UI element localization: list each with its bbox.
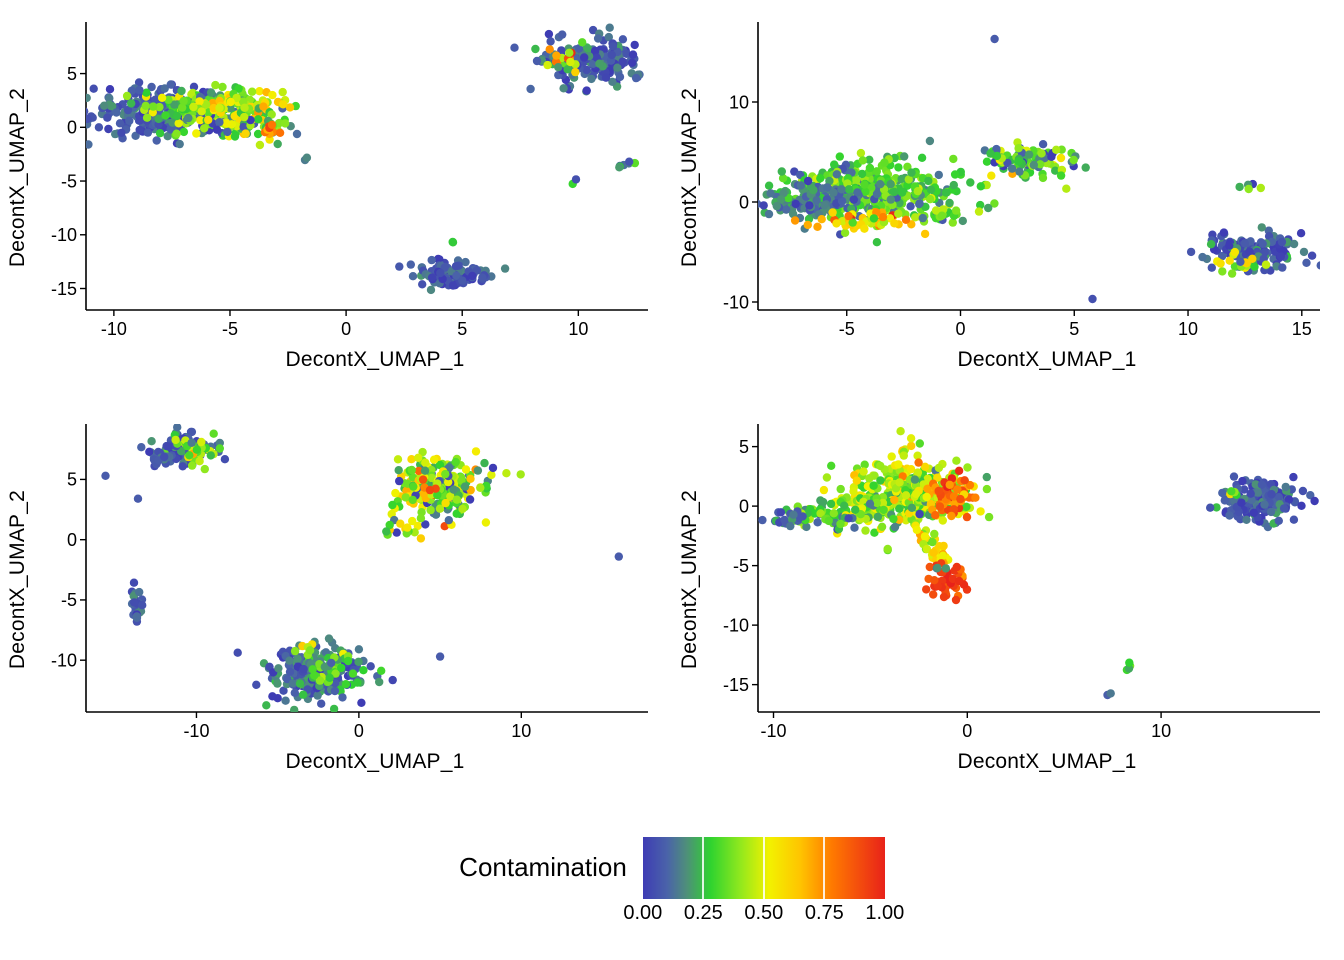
colorbar-tick-label: 0.75 bbox=[804, 901, 844, 924]
scatter-plot-bottom-right: -10 0 10 -15 -10 -5 0 5 bbox=[723, 424, 1320, 741]
svg-text:-5: -5 bbox=[61, 590, 77, 610]
legend-title: Contamination bbox=[459, 851, 627, 882]
colorbar-tick-label: 0.50 bbox=[744, 901, 784, 924]
svg-text:0: 0 bbox=[67, 118, 77, 138]
y-axis-label-area: DecontX_UMAP_2 bbox=[672, 10, 708, 346]
svg-text:10: 10 bbox=[1178, 319, 1198, 339]
y-axis-label-area: DecontX_UMAP_2 bbox=[672, 412, 708, 748]
y-axis-label: DecontX_UMAP_2 bbox=[678, 88, 701, 268]
panel-bottom-right: DecontX_UMAP_2 -10 0 10 -15 -10 -5 0 5 DecontX_… bbox=[672, 402, 1344, 804]
svg-text:5: 5 bbox=[1069, 319, 1079, 339]
svg-text:5: 5 bbox=[67, 64, 77, 84]
svg-text:5: 5 bbox=[739, 437, 749, 457]
svg-text:0: 0 bbox=[67, 530, 77, 550]
svg-text:0: 0 bbox=[955, 319, 965, 339]
svg-text:0: 0 bbox=[739, 496, 749, 516]
y-axis-label: DecontX_UMAP_2 bbox=[678, 490, 701, 670]
svg-text:-5: -5 bbox=[839, 319, 855, 339]
panel-top-left: DecontX_UMAP_2 -10 -5 0 5 10 -15 -10 -5 0 5 Decon… bbox=[0, 0, 672, 402]
svg-text:5: 5 bbox=[67, 470, 77, 490]
y-axis-label-area: DecontX_UMAP_2 bbox=[0, 412, 36, 748]
plot-column: -10 0 10 -10 -5 0 5 DecontX_UMAP_1 bbox=[36, 412, 664, 774]
svg-text:-10: -10 bbox=[723, 292, 749, 312]
plot-column: -10 0 10 -15 -10 -5 0 5 DecontX_UMAP_1 bbox=[708, 412, 1336, 774]
colorbar-column: 0.00 0.25 0.50 0.75 1.00 bbox=[623, 836, 904, 928]
colorbar-tick-mark bbox=[823, 836, 826, 899]
y-axis-label: DecontX_UMAP_2 bbox=[6, 88, 29, 268]
y-axis-label-area: DecontX_UMAP_2 bbox=[0, 10, 36, 346]
plot-column: -5 0 5 10 15 -10 0 10 DecontX_UMAP_1 bbox=[708, 10, 1336, 372]
colorbar-tick-label: 0.00 bbox=[623, 901, 663, 924]
colorbar-tick-label: 1.00 bbox=[865, 901, 905, 924]
svg-text:5: 5 bbox=[457, 319, 467, 339]
colorbar-tick-mark bbox=[702, 836, 705, 899]
colorbar-legend: Contamination 0.00 0.25 0.50 0.75 1.00 bbox=[0, 804, 1344, 960]
scatter-plot-bottom-left: -10 0 10 -10 -5 0 5 bbox=[51, 424, 648, 741]
svg-text:-10: -10 bbox=[760, 721, 786, 741]
svg-text:0: 0 bbox=[739, 192, 749, 212]
x-axis-label: DecontX_UMAP_1 bbox=[285, 750, 465, 773]
svg-text:10: 10 bbox=[1151, 721, 1171, 741]
x-axis-label: DecontX_UMAP_1 bbox=[285, 348, 465, 371]
svg-text:-10: -10 bbox=[101, 319, 127, 339]
svg-text:-5: -5 bbox=[222, 319, 238, 339]
x-axis-label: DecontX_UMAP_1 bbox=[957, 348, 1137, 371]
svg-text:10: 10 bbox=[568, 319, 588, 339]
plot-column: -10 -5 0 5 10 -15 -10 -5 0 5 DecontX_UMAP_1 bbox=[36, 10, 664, 372]
scatter-plot-top-left: -10 -5 0 5 10 -15 -10 -5 0 5 bbox=[51, 22, 648, 339]
colorbar-gradient bbox=[642, 836, 885, 899]
svg-text:10: 10 bbox=[511, 721, 531, 741]
svg-text:-10: -10 bbox=[183, 721, 209, 741]
x-axis-label: DecontX_UMAP_1 bbox=[957, 750, 1137, 773]
colorbar-tick-labels: 0.00 0.25 0.50 0.75 1.00 bbox=[623, 901, 904, 928]
panel-grid: DecontX_UMAP_2 -10 -5 0 5 10 -15 -10 -5 0 5 Decon… bbox=[0, 0, 1344, 804]
svg-text:-5: -5 bbox=[733, 556, 749, 576]
svg-text:0: 0 bbox=[962, 721, 972, 741]
svg-text:0: 0 bbox=[354, 721, 364, 741]
panel-top-right: DecontX_UMAP_2 -5 0 5 10 15 -10 0 10 DecontX_UM… bbox=[672, 0, 1344, 402]
y-axis-label: DecontX_UMAP_2 bbox=[6, 490, 29, 670]
colorbar-tick-mark bbox=[762, 836, 765, 899]
svg-text:-15: -15 bbox=[51, 279, 77, 299]
panel-bottom-left: DecontX_UMAP_2 -10 0 10 -10 -5 0 5 DecontX_UMA… bbox=[0, 402, 672, 804]
svg-text:-10: -10 bbox=[51, 225, 77, 245]
svg-text:-15: -15 bbox=[723, 675, 749, 695]
scatter-plot-top-right: -5 0 5 10 15 -10 0 10 bbox=[723, 22, 1320, 339]
svg-text:0: 0 bbox=[341, 319, 351, 339]
svg-text:10: 10 bbox=[729, 92, 749, 112]
svg-text:-5: -5 bbox=[61, 171, 77, 191]
colorbar-tick-label: 0.25 bbox=[683, 901, 723, 924]
svg-text:-10: -10 bbox=[51, 650, 77, 670]
svg-text:-10: -10 bbox=[723, 615, 749, 635]
svg-text:15: 15 bbox=[1292, 319, 1312, 339]
